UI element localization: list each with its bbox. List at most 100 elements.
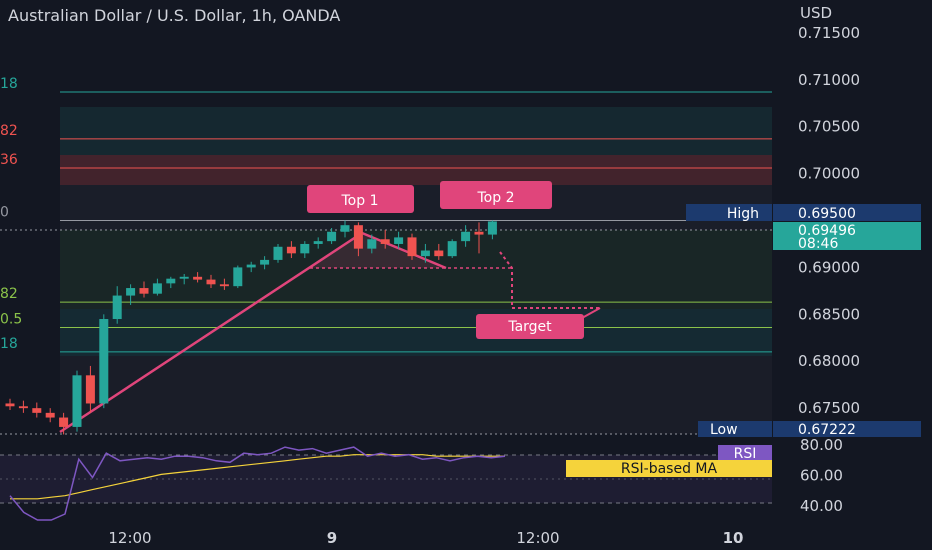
fib-zone-grey — [60, 185, 772, 230]
current-price-tag: 0.69496 08:46 — [773, 222, 921, 252]
candle — [246, 261, 256, 273]
candle — [286, 241, 296, 259]
candle-body — [300, 243, 310, 254]
target-projection — [499, 251, 600, 309]
fib-level-lines — [60, 91, 772, 353]
candle — [407, 233, 417, 260]
candle — [99, 314, 109, 409]
high-price-tag: High 0.69500 — [686, 204, 921, 222]
current-price-box — [773, 222, 921, 250]
candle-body — [246, 264, 256, 268]
candle-body — [45, 412, 55, 418]
high-value-box — [773, 204, 921, 221]
candle — [434, 243, 444, 260]
price-tick-label: 0.70000 — [798, 165, 860, 183]
fib-level-label: 82 — [0, 286, 18, 302]
time-axis[interactable]: 12:00 9 12:00 10 — [108, 529, 743, 547]
candle — [166, 276, 176, 289]
candle-body — [126, 288, 136, 296]
candle — [126, 284, 136, 305]
candle-body — [327, 231, 337, 242]
annotation-target[interactable]: Target — [476, 314, 584, 339]
annotation-top2-label: Top 2 — [477, 190, 515, 206]
candle — [72, 370, 82, 432]
candle-body — [434, 250, 444, 257]
time-tick-label: 12:00 — [516, 529, 559, 547]
candle-body — [340, 225, 350, 232]
fib-zone-lower-teal — [60, 309, 772, 356]
candle — [300, 241, 310, 259]
annotation-top1[interactable]: Top 1 — [307, 185, 414, 213]
rsi-legend-box — [718, 445, 772, 462]
candle — [461, 225, 471, 247]
candle — [112, 286, 122, 324]
low-label-box — [698, 421, 772, 437]
fib-zone-upper-green — [60, 107, 772, 155]
candle — [273, 243, 283, 263]
candle-body — [367, 239, 377, 249]
candle — [179, 273, 189, 285]
candlesticks — [5, 220, 497, 435]
fib-level-label: 0 — [0, 205, 9, 221]
candle — [353, 222, 363, 257]
time-tick-label: 12:00 — [108, 529, 151, 547]
rsi-ma-line — [10, 454, 505, 500]
candle-body — [18, 406, 28, 409]
candle-body — [394, 237, 404, 244]
candle-body — [99, 319, 109, 404]
candle-body — [286, 246, 296, 254]
candle-body — [139, 288, 149, 294]
rsi-legend-label: RSI — [734, 446, 757, 462]
price-tick-label: 0.67500 — [798, 399, 860, 417]
candle-body — [206, 279, 216, 285]
candle-body — [260, 259, 270, 265]
rsi-ma-legend-label: RSI-based MA — [621, 461, 718, 477]
fib-level-label: 82 — [0, 123, 18, 139]
high-label-box — [686, 204, 772, 221]
candle — [340, 220, 350, 238]
candle — [32, 402, 42, 418]
rsi-axis: 80.00 60.00 40.00 — [800, 436, 843, 515]
rsi-tick-label: 80.00 — [800, 436, 843, 454]
candle — [219, 278, 229, 290]
rsi-tick-label: 60.00 — [800, 466, 843, 484]
rsi-ma-legend-box — [566, 460, 772, 477]
candle-body — [152, 283, 162, 294]
rsi-tick-label: 40.00 — [800, 497, 843, 515]
price-axis[interactable]: 0.71500 0.71000 0.70500 0.70000 0.69000 0.685… — [798, 24, 860, 417]
fib-level-label: 18 — [0, 76, 18, 92]
candle — [447, 239, 457, 259]
candle — [59, 412, 69, 435]
candle-body — [5, 403, 15, 407]
candle-body — [447, 241, 457, 257]
candle-body — [233, 267, 243, 287]
candle-body — [474, 231, 484, 235]
low-label: Low — [710, 422, 738, 438]
candle-body — [487, 221, 497, 235]
fib-level-label: 18 — [0, 336, 18, 352]
annotation-top1-box — [307, 185, 414, 213]
current-price-value: 0.69496 — [798, 223, 856, 239]
candle — [327, 228, 337, 244]
annotation-top2[interactable]: Top 2 — [440, 181, 552, 209]
fib-level-labels: 18 82 36 0 82 0.5 18 — [0, 76, 22, 352]
price-tick-label: 0.71500 — [798, 24, 860, 42]
time-tick-label: 10 — [723, 529, 744, 547]
candle-body — [420, 250, 430, 257]
annotation-top2-box — [440, 181, 552, 209]
candle-body — [112, 295, 122, 320]
rsi-line — [9, 446, 506, 521]
candle — [85, 365, 95, 413]
annotation-target-box — [476, 314, 584, 339]
candle — [474, 222, 484, 254]
candle-body — [353, 225, 363, 249]
rsi-pane[interactable]: 80.00 60.00 40.00 RSI RSI-based MA — [0, 436, 843, 521]
annotation-target-label: Target — [507, 319, 552, 335]
candle — [139, 281, 149, 298]
fib-zone-red — [60, 155, 772, 185]
candle — [487, 220, 497, 240]
candle-body — [219, 284, 229, 287]
chart-title: Australian Dollar / U.S. Dollar, 1h, OAN… — [8, 6, 340, 25]
candle — [367, 234, 377, 254]
